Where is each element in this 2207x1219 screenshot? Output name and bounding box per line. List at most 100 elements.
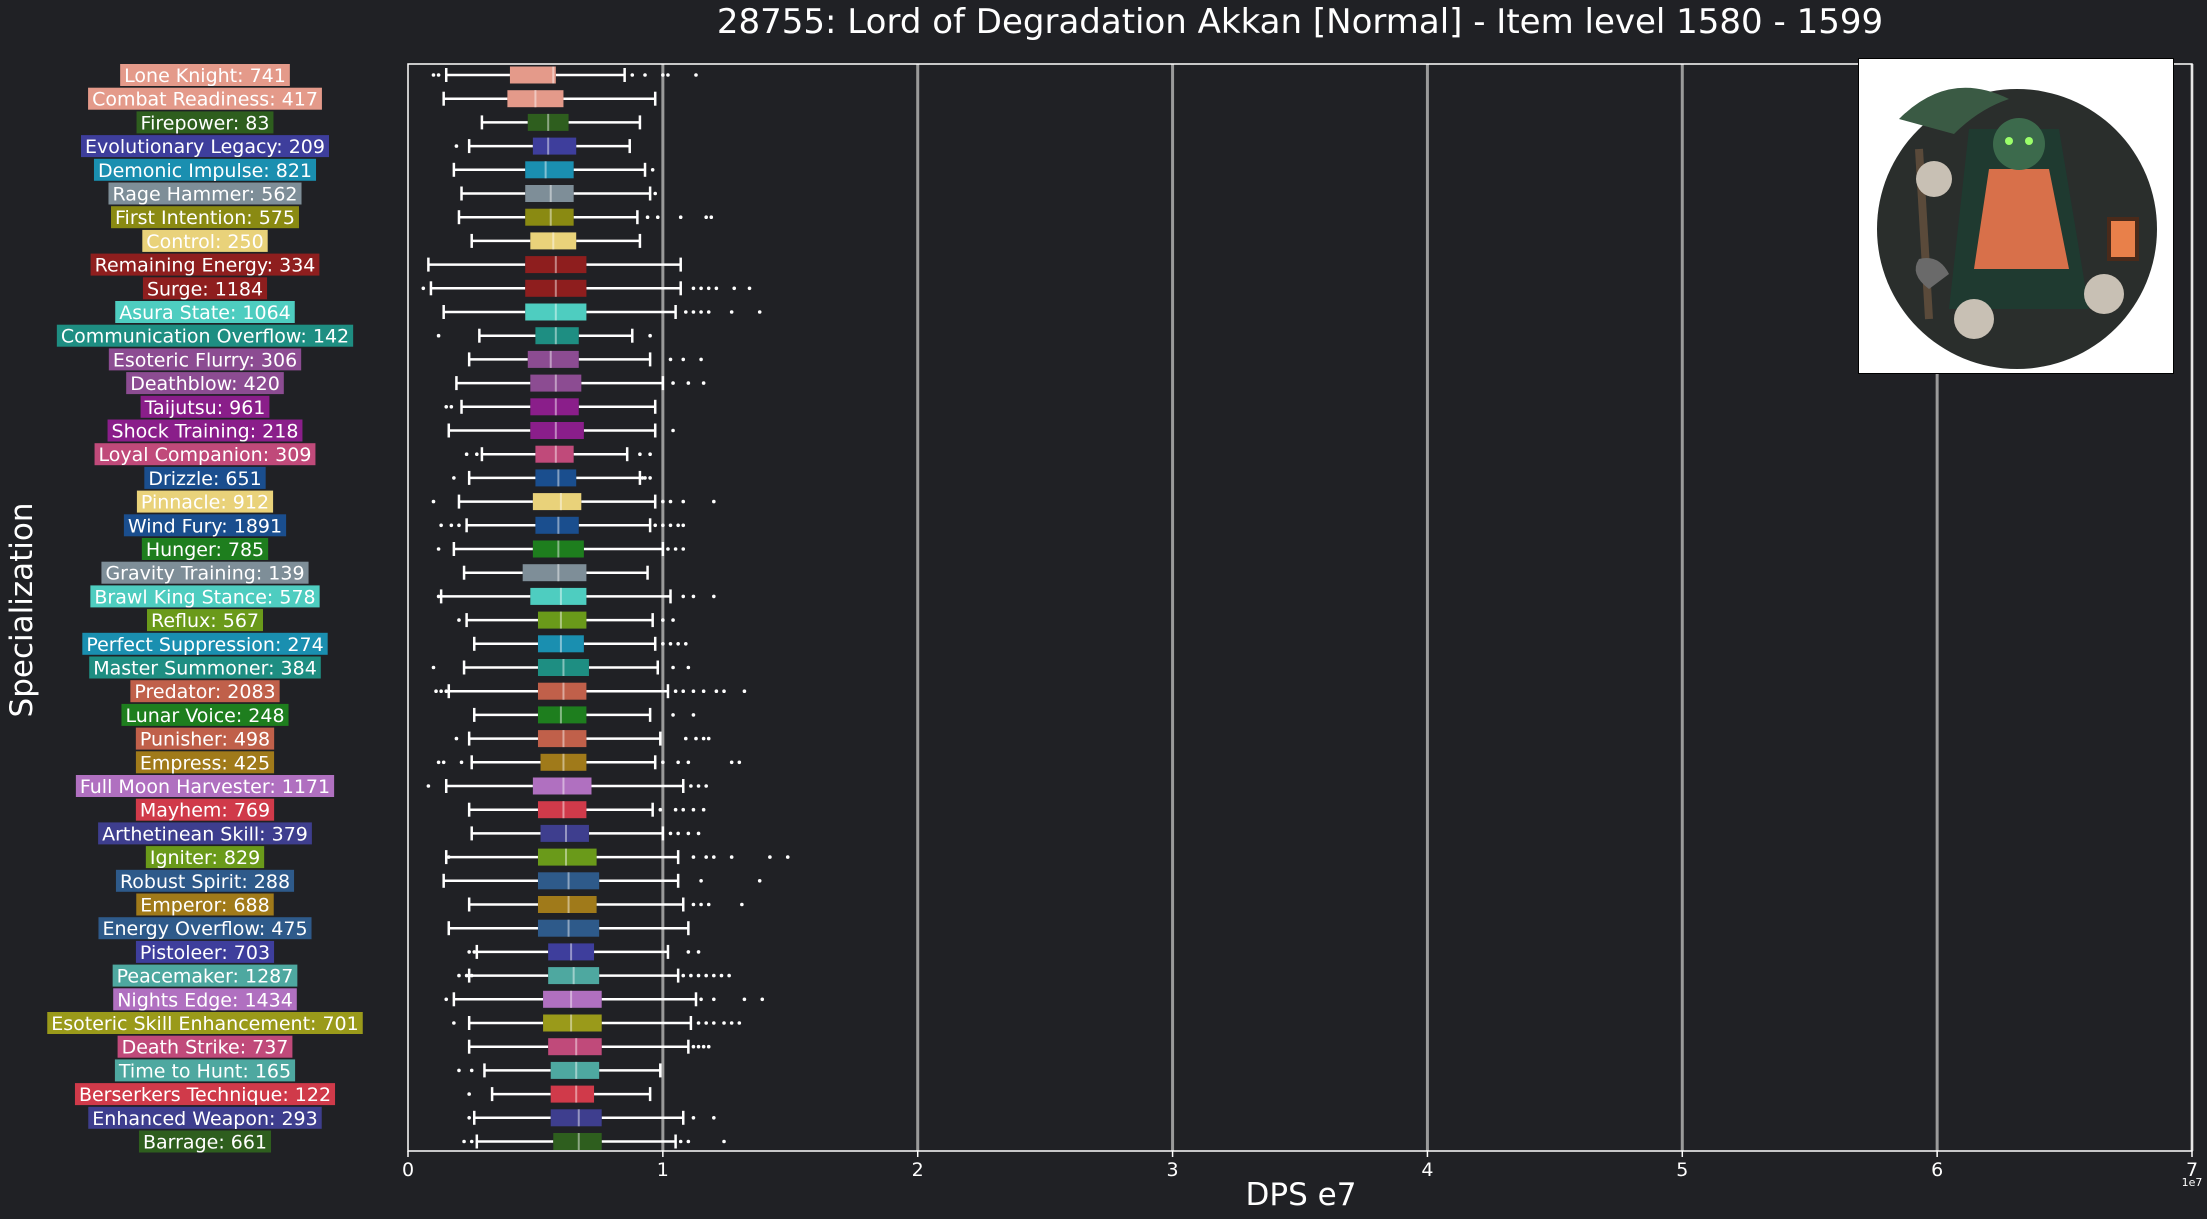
chart-title: 28755: Lord of Degradation Akkan [Normal… xyxy=(717,2,1883,42)
outlier-point xyxy=(653,191,658,196)
category-label-text: Lone Knight: 741 xyxy=(124,65,286,87)
outlier-point xyxy=(686,831,691,836)
x-axis-multiplier: 1e7 xyxy=(2182,1176,2203,1189)
category-label-bg xyxy=(74,1083,336,1106)
category-label-bg xyxy=(135,727,275,750)
x-tick-label: 0 xyxy=(402,1159,414,1181)
category-label-bg xyxy=(101,561,309,584)
box-45 xyxy=(462,1133,726,1150)
outlier-point xyxy=(747,286,752,291)
outlier-point xyxy=(434,689,438,693)
outlier-point xyxy=(760,997,765,1002)
outlier-point xyxy=(691,689,696,693)
outlier-point xyxy=(737,1021,742,1025)
outlier-point xyxy=(439,689,443,693)
box-0 xyxy=(431,66,698,84)
category-label-text: Firepower: 83 xyxy=(141,112,270,134)
box-16 xyxy=(464,445,652,463)
category-label-bg xyxy=(115,301,295,323)
outlier-point xyxy=(666,547,670,551)
outlier-point xyxy=(691,286,696,291)
category-label-bg xyxy=(140,395,270,418)
outlier-point xyxy=(643,73,647,77)
outlier-point xyxy=(768,855,772,859)
category-label-20: Hunger: 785 xyxy=(141,538,269,561)
plot-border xyxy=(407,63,2193,1152)
outlier-point xyxy=(459,760,464,765)
outlier-point xyxy=(683,642,688,646)
category-label-text: Igniter: 829 xyxy=(150,847,260,869)
category-label-36: Energy Overflow: 475 xyxy=(98,917,312,940)
category-label-text: Communication Overflow: 142 xyxy=(61,326,349,348)
category-label-12: Esoteric Flurry: 306 xyxy=(108,348,302,371)
box-42 xyxy=(457,1061,662,1079)
outlier-point xyxy=(729,310,734,314)
category-label-39: Nights Edge: 1434 xyxy=(113,988,297,1011)
box-14 xyxy=(444,398,657,416)
iqr-box xyxy=(527,350,579,368)
category-label-text: Rage Hammer: 562 xyxy=(112,184,297,206)
outlier-point xyxy=(706,286,711,291)
outlier-point xyxy=(676,642,680,646)
outlier-point xyxy=(719,973,724,978)
category-label-text: Berserkers Technique: 122 xyxy=(79,1084,331,1106)
boss-portrait-image xyxy=(1859,59,2173,373)
outlier-point xyxy=(686,381,691,385)
box-36 xyxy=(447,919,690,937)
category-label-text: Pistoleer: 703 xyxy=(140,942,270,964)
outlier-point xyxy=(689,973,693,978)
box-27 xyxy=(473,706,696,724)
iqr-box xyxy=(535,516,579,534)
outlier-point xyxy=(757,879,762,883)
outlier-point xyxy=(431,665,436,670)
category-label-23: Reflux: 567 xyxy=(147,609,263,632)
outlier-point xyxy=(712,973,716,978)
outlier-point xyxy=(439,523,443,528)
outlier-point xyxy=(645,215,650,219)
box-13 xyxy=(455,374,706,392)
category-label-18: Pinnacle: 912 xyxy=(136,490,274,514)
outlier-point xyxy=(469,1068,474,1073)
outlier-point xyxy=(441,760,446,765)
category-label-bg xyxy=(136,490,274,513)
outlier-point xyxy=(673,689,678,693)
outlier-point xyxy=(444,689,449,693)
category-label-14: Taijutsu: 961 xyxy=(140,395,270,419)
category-label-text: Mayhem: 769 xyxy=(140,800,270,822)
box-17 xyxy=(452,469,652,487)
outlier-point xyxy=(661,73,665,77)
category-label-33: Igniter: 829 xyxy=(145,846,265,869)
outlier-point xyxy=(704,973,708,978)
outlier-point xyxy=(467,1116,471,1120)
iqr-box xyxy=(535,445,574,463)
category-label-text: Emperor: 688 xyxy=(140,895,269,917)
box-44 xyxy=(467,1109,716,1127)
outlier-point xyxy=(678,1139,683,1144)
category-label-text: Brawl King Stance: 578 xyxy=(94,586,315,608)
box-23 xyxy=(457,611,675,629)
box-21 xyxy=(462,564,649,582)
category-label-bg xyxy=(145,846,265,869)
outlier-point xyxy=(686,950,691,954)
outlier-point xyxy=(737,760,742,765)
category-label-text: Demonic Impulse: 821 xyxy=(98,160,312,182)
category-label-bg xyxy=(108,348,302,371)
category-label-text: Esoteric Skill Enhancement: 701 xyxy=(51,1013,359,1035)
outlier-point xyxy=(457,523,461,528)
category-label-4: Demonic Impulse: 821 xyxy=(93,158,317,182)
iqr-box xyxy=(537,801,587,819)
category-label-text: Peacemaker: 1287 xyxy=(117,966,294,988)
box-40 xyxy=(452,1014,742,1032)
outlier-point xyxy=(704,215,708,219)
outlier-point xyxy=(785,855,790,859)
outlier-point xyxy=(655,215,660,219)
x-axis-ticks: 0 1 2 3 4 5 6 7 xyxy=(402,1151,2198,1181)
category-label-31: Mayhem: 769 xyxy=(135,798,275,822)
outlier-point xyxy=(464,973,469,978)
category-label-bg xyxy=(75,775,335,797)
iqr-box xyxy=(543,990,602,1008)
box-22 xyxy=(436,587,716,605)
box-39 xyxy=(444,990,765,1008)
outlier-point xyxy=(686,1139,691,1144)
category-label-text: Remaining Energy: 334 xyxy=(95,255,316,277)
